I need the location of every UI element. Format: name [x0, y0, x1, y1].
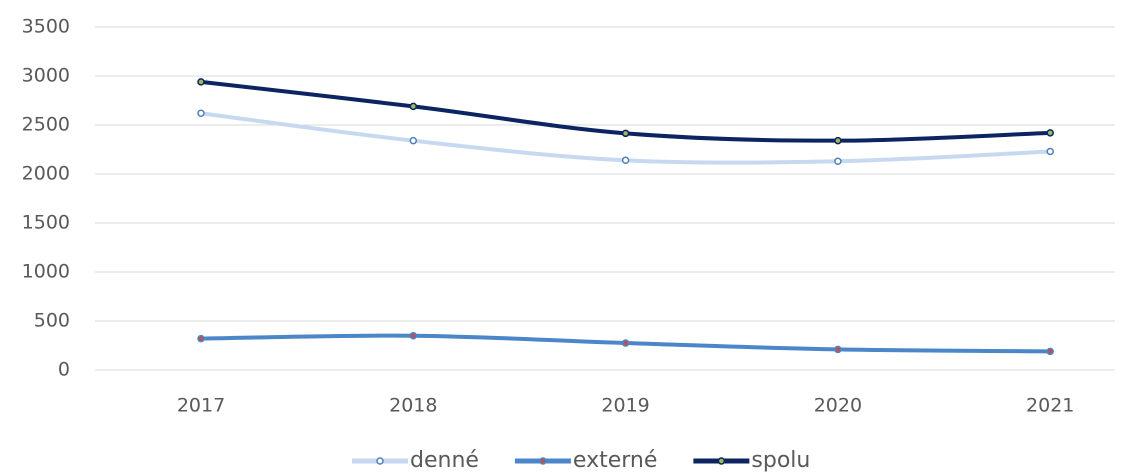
legend-label: denné	[410, 448, 479, 473]
point-marker	[197, 78, 205, 86]
legend-marker	[539, 457, 547, 465]
point-marker	[621, 156, 630, 165]
legend-label: spolu	[751, 448, 810, 473]
point-marker	[197, 334, 205, 343]
point-marker	[409, 102, 418, 111]
x-tick-label: 2017	[177, 395, 225, 417]
y-tick-label: 3500	[22, 16, 70, 38]
legend-label: externé	[573, 448, 657, 473]
point-marker	[621, 339, 630, 347]
y-tick-label: 0	[58, 359, 70, 381]
point-marker	[834, 157, 842, 166]
x-tick-label: 2018	[389, 395, 437, 417]
point-marker	[1046, 347, 1054, 356]
y-tick-label: 500	[34, 310, 70, 332]
y-tick-label: 2000	[22, 163, 70, 185]
point-marker	[834, 136, 842, 145]
x-tick-label: 2019	[601, 395, 649, 417]
x-tick-label: 2021	[1026, 395, 1074, 417]
point-marker	[1046, 147, 1054, 156]
point-marker	[409, 136, 418, 145]
point-marker	[197, 109, 205, 117]
y-tick-label: 3000	[22, 65, 70, 87]
point-marker	[1046, 129, 1054, 137]
y-tick-label: 1500	[22, 212, 70, 234]
legend-marker	[376, 457, 384, 465]
y-tick-label: 1000	[22, 261, 70, 283]
x-tick-label: 2020	[814, 395, 862, 417]
point-marker	[409, 331, 418, 340]
point-marker	[621, 129, 630, 138]
y-tick-label: 2500	[22, 114, 70, 136]
legend-marker	[717, 457, 726, 465]
point-marker	[834, 345, 842, 354]
